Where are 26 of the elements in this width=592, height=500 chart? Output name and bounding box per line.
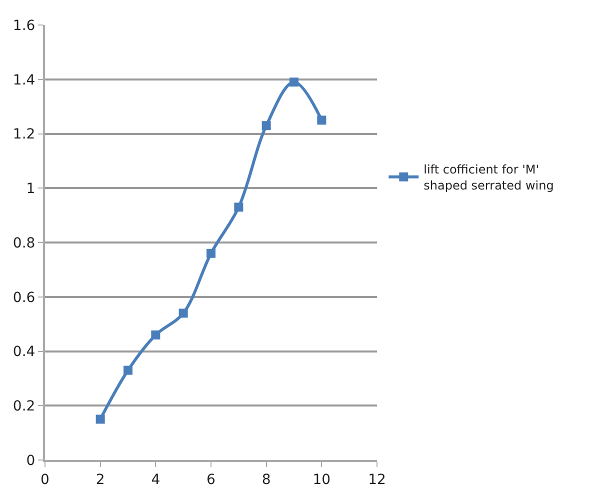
point: [262, 121, 271, 130]
y-tick-label: 0: [26, 452, 36, 469]
point: [317, 116, 326, 125]
point: [151, 330, 160, 340]
point: [124, 366, 132, 375]
y-tick-label: 1.6: [12, 18, 36, 34]
point: [96, 414, 105, 424]
legend-label: lift cofficient for 'M' shaped serrated wing: [424, 162, 554, 192]
y-tick-label: 1: [26, 181, 36, 198]
point: [290, 78, 298, 87]
y-tick-label: 0.4: [12, 344, 36, 360]
x-tick-label: 6: [206, 472, 216, 488]
point: [206, 248, 216, 258]
y-tick-label: 1.2: [12, 126, 36, 143]
x-tick-label: 12: [368, 472, 386, 488]
y-tick-label: 1.4: [12, 72, 36, 88]
x-tick-label: 2: [96, 472, 105, 488]
x-tick-label: 10: [312, 472, 331, 488]
x-tick-label: 4: [151, 472, 160, 488]
y-tick-label: 0.6: [12, 290, 36, 306]
point: [178, 308, 188, 318]
y-tick-label: 0.8: [12, 235, 36, 252]
x-tick-label: 8: [262, 472, 271, 488]
x-tick-label: 0: [40, 472, 50, 488]
y-tick-label: 0.2: [12, 398, 36, 415]
point: [234, 202, 244, 212]
